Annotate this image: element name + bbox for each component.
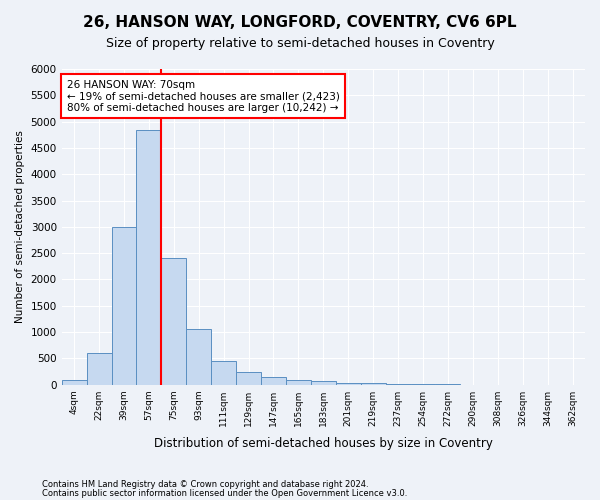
Bar: [286, 380, 311, 384]
Bar: [336, 382, 361, 384]
Bar: [161, 258, 186, 384]
X-axis label: Distribution of semi-detached houses by size in Coventry: Distribution of semi-detached houses by …: [154, 437, 493, 450]
Text: 26 HANSON WAY: 70sqm
← 19% of semi-detached houses are smaller (2,423)
80% of se: 26 HANSON WAY: 70sqm ← 19% of semi-detac…: [67, 80, 340, 112]
Text: 26, HANSON WAY, LONGFORD, COVENTRY, CV6 6PL: 26, HANSON WAY, LONGFORD, COVENTRY, CV6 …: [83, 15, 517, 30]
Bar: [236, 372, 261, 384]
Bar: [311, 382, 336, 384]
Y-axis label: Number of semi-detached properties: Number of semi-detached properties: [15, 130, 25, 324]
Bar: [86, 353, 112, 384]
Text: Size of property relative to semi-detached houses in Coventry: Size of property relative to semi-detach…: [106, 38, 494, 51]
Bar: [261, 378, 286, 384]
Bar: [186, 330, 211, 384]
Bar: [112, 227, 136, 384]
Bar: [136, 130, 161, 384]
Text: Contains public sector information licensed under the Open Government Licence v3: Contains public sector information licen…: [42, 488, 407, 498]
Bar: [211, 361, 236, 384]
Text: Contains HM Land Registry data © Crown copyright and database right 2024.: Contains HM Land Registry data © Crown c…: [42, 480, 368, 489]
Bar: [62, 380, 86, 384]
